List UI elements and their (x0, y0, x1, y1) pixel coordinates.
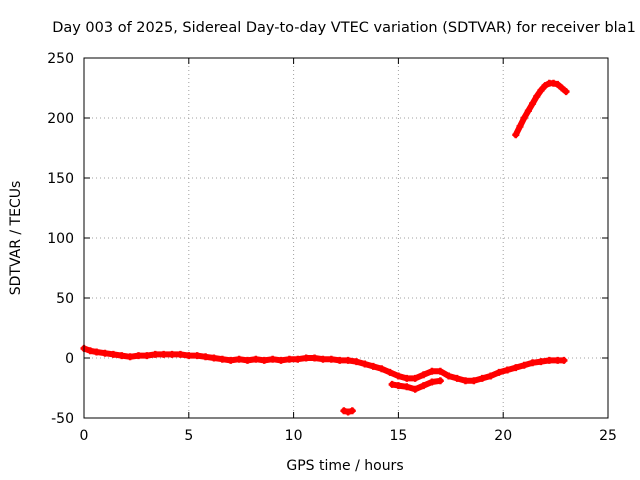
y-tick-label: 0 (65, 351, 74, 367)
y-axis-label: SDTVAR / TECUs (8, 181, 24, 296)
series-band (81, 345, 567, 384)
series-main-track (80, 344, 568, 385)
y-tick-label: 100 (47, 231, 74, 247)
x-tick-label: 20 (494, 428, 512, 444)
x-tick-label: 25 (599, 428, 617, 444)
series-upper-arc (512, 79, 570, 139)
y-tick-label: 50 (56, 291, 74, 307)
x-tick-label: 0 (80, 428, 89, 444)
series-isolated-cluster (340, 407, 356, 416)
y-tick-label: 250 (47, 51, 74, 67)
chart-title: Day 003 of 2025, Sidereal Day-to-day VTE… (52, 20, 636, 36)
axis-ticks: 0 5 10 15 20 25 -50 0 50 100 150 200 250 (47, 51, 617, 444)
y-tick-label: 200 (47, 111, 74, 127)
x-axis-label: GPS time / hours (286, 458, 403, 474)
x-tick-label: 5 (184, 428, 193, 444)
series-band (340, 407, 356, 415)
y-tick-label: 150 (47, 171, 74, 187)
x-tick-label: 15 (389, 428, 407, 444)
data-points (80, 79, 570, 416)
series-band (512, 80, 570, 138)
series-lower-branch (388, 377, 444, 393)
series-band (389, 377, 444, 393)
y-tick-label: -50 (51, 411, 74, 427)
x-tick-label: 10 (285, 428, 303, 444)
